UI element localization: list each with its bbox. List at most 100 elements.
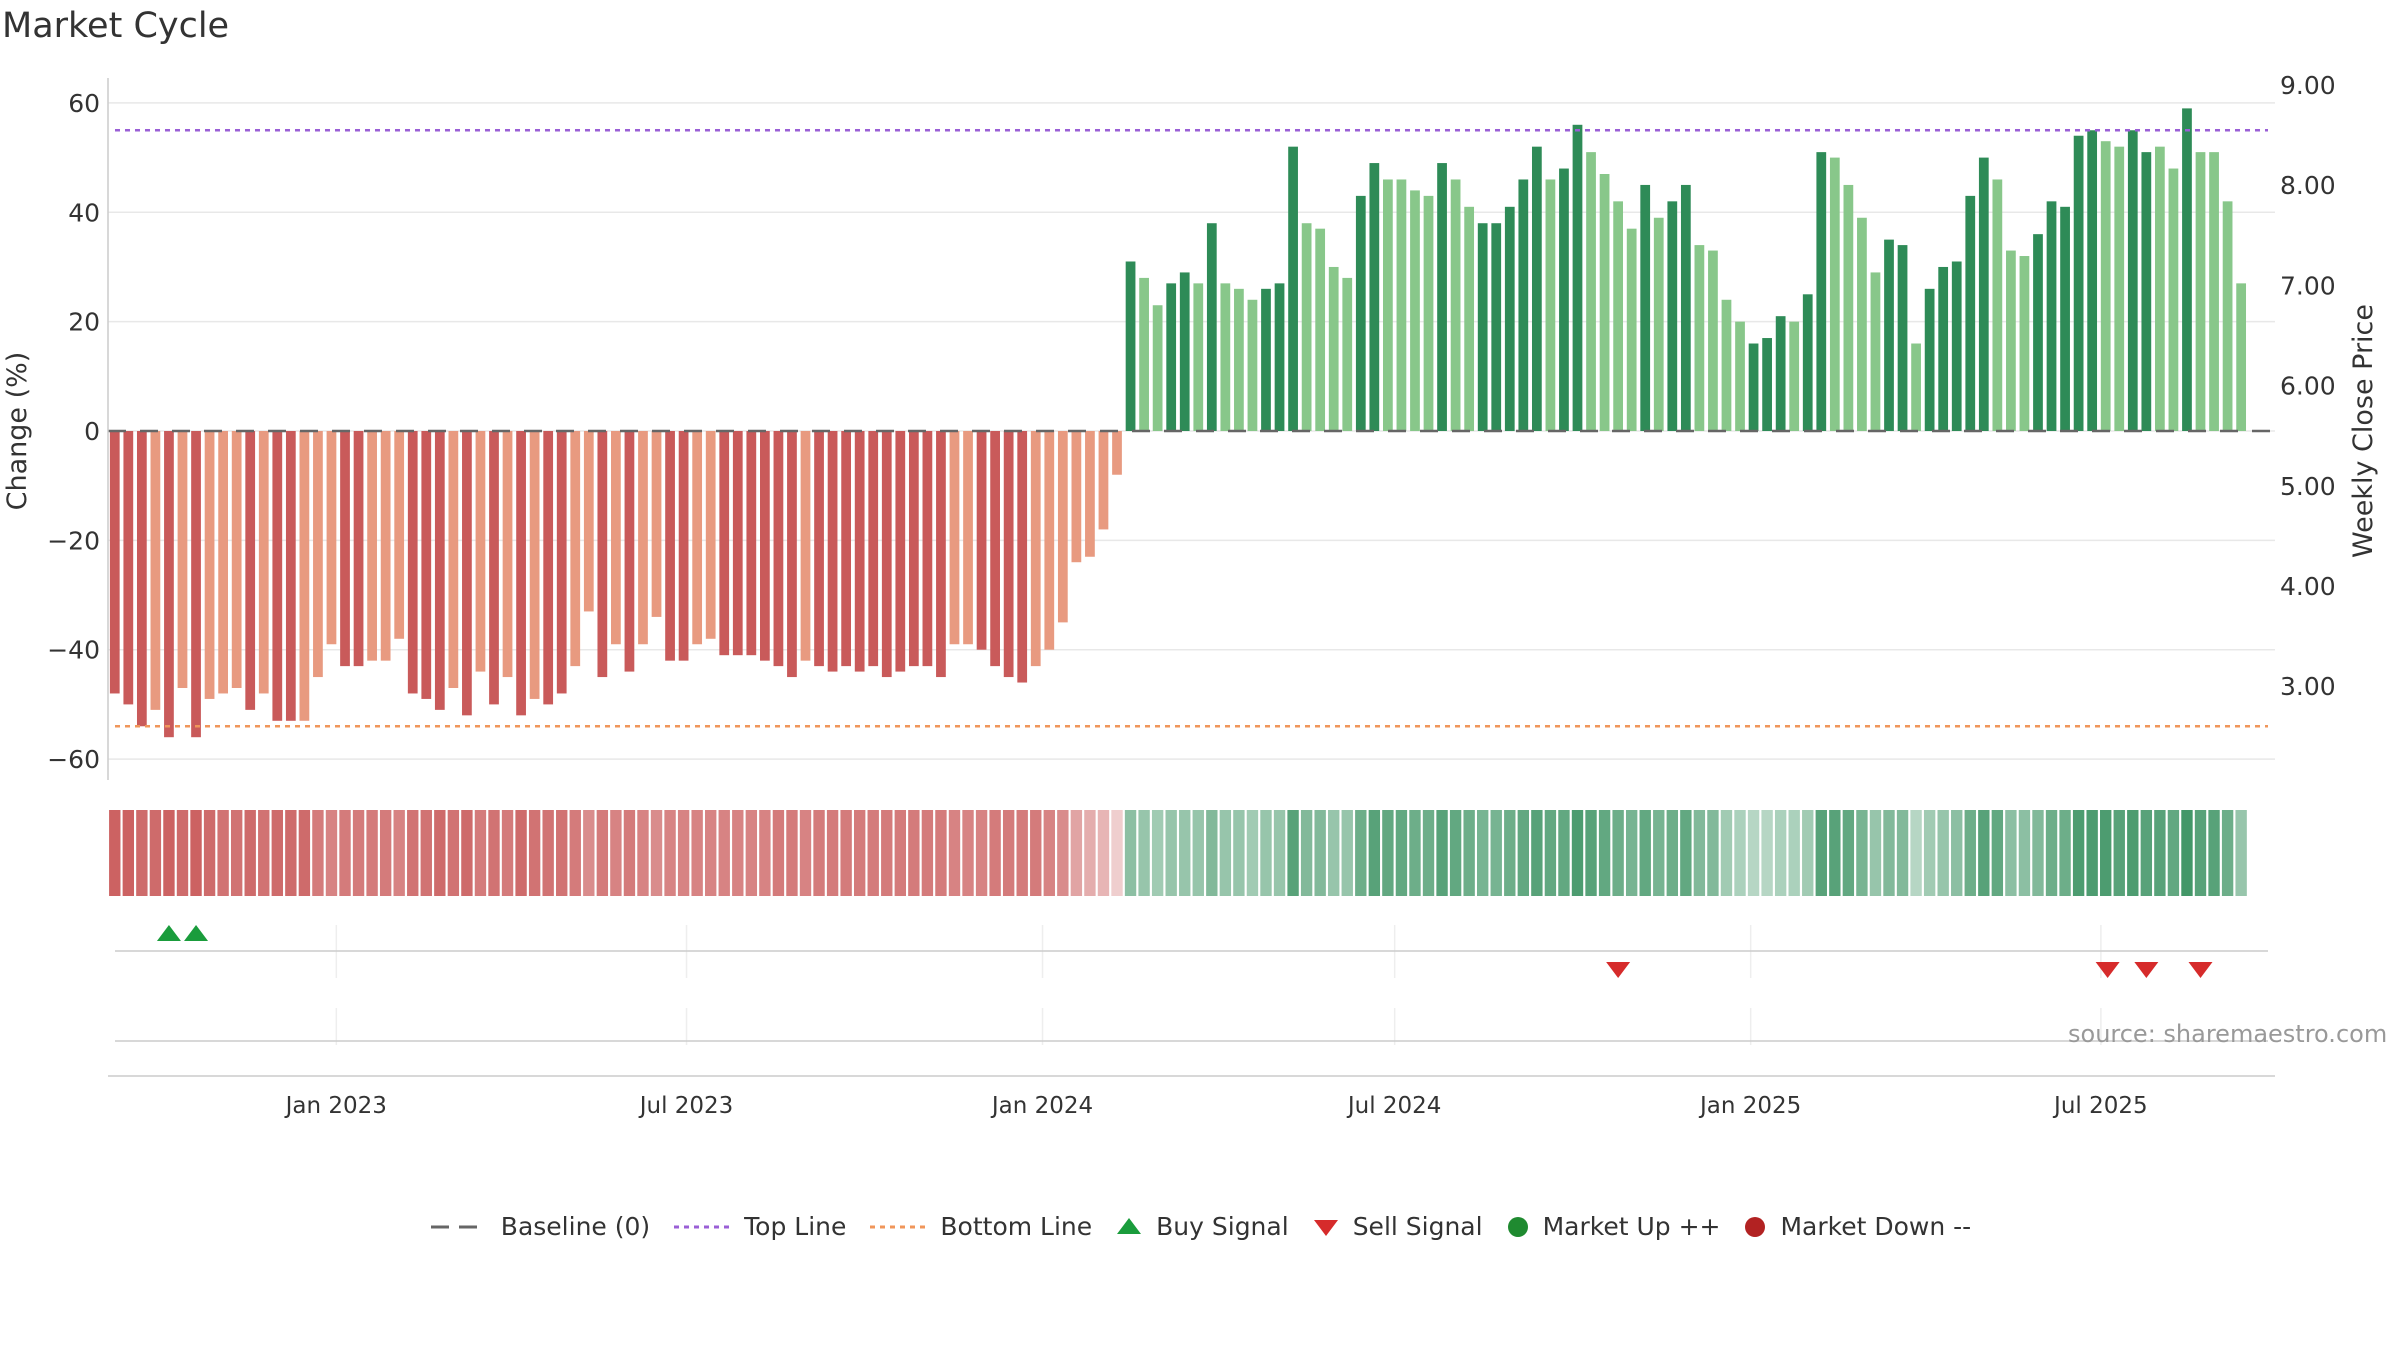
bar (1112, 431, 1122, 475)
bar (1410, 190, 1420, 431)
strip-cell (2140, 810, 2153, 896)
strip-cell (1923, 810, 1936, 896)
strip-cell (1653, 810, 1665, 896)
strip-cell (230, 810, 243, 896)
strip-cell (691, 810, 703, 896)
legend-item-market-down: Market Down -- (1742, 1212, 1971, 1241)
strip-cell (1395, 810, 1408, 896)
strip-cell (1734, 810, 1746, 896)
chart-title: Market Cycle (2, 6, 230, 46)
bar (773, 431, 784, 667)
bar (1423, 195, 1434, 431)
dotted-line-purple-icon (674, 1225, 731, 1228)
bar (502, 431, 513, 678)
strip-cell (1531, 810, 1543, 896)
strip-cell (583, 810, 595, 896)
y-tick-label: 40 (68, 198, 100, 227)
strip-cell (596, 810, 609, 896)
strip-cell (1598, 810, 1611, 896)
axes-layer: 60 40 20 0 −20 −40 −60 Change (%) 9.00 8.00 7.00 6.… (2, 71, 2379, 780)
bar (1897, 245, 1908, 431)
strip-cell (786, 810, 798, 896)
strip-cell (1206, 810, 1218, 896)
bar (1315, 228, 1326, 431)
bar (543, 431, 554, 705)
strip-cell (258, 810, 270, 896)
bar (1206, 223, 1217, 431)
strip-cell (109, 810, 121, 896)
bar (340, 431, 350, 667)
bar (1870, 272, 1881, 431)
bar (272, 431, 283, 721)
strip-cell (1869, 810, 1882, 896)
strip-cell (1436, 810, 1448, 896)
strip-cell (1246, 810, 1259, 896)
bar (109, 431, 120, 694)
strip-cell (1260, 810, 1272, 896)
bar (1938, 266, 1949, 431)
bar (1328, 266, 1339, 431)
bar (963, 431, 973, 645)
bar (1721, 299, 1732, 431)
strip-cell (1287, 810, 1299, 896)
strip-cell (1124, 810, 1137, 896)
strip-cell (1111, 810, 1123, 896)
bar (705, 431, 716, 639)
y2-tick-label: 3.00 (2280, 672, 2336, 701)
strip-cell (1328, 810, 1340, 896)
strip-cell (948, 810, 961, 896)
strip-cell (2181, 810, 2193, 896)
bar (1437, 163, 1447, 431)
bar (800, 431, 811, 661)
bar (380, 431, 391, 661)
signals-panel (115, 925, 2268, 978)
bar (2019, 256, 2030, 431)
y-axis-title: Change (%) (2, 352, 33, 511)
x-tick-label: Jul 2023 (638, 1093, 734, 1119)
bar (841, 431, 852, 667)
bar (218, 431, 228, 694)
strip-cell (1788, 810, 1800, 896)
bar (434, 431, 445, 710)
bar (1179, 272, 1190, 431)
strip-cell (962, 810, 974, 896)
strip-cell (1558, 810, 1570, 896)
bar (1030, 431, 1041, 667)
strip-cell (718, 810, 730, 896)
bar (516, 431, 526, 716)
strip-cell (1043, 810, 1055, 896)
bar (407, 431, 418, 694)
bar (191, 431, 201, 738)
strip-cell (1463, 810, 1475, 896)
bar (936, 431, 946, 678)
intensity-strip (109, 810, 2247, 896)
market-panel (115, 1008, 2268, 1045)
strip-cell (1707, 810, 1719, 896)
bar (624, 431, 635, 672)
triangle-down-icon (1313, 1219, 1338, 1236)
bar (854, 431, 865, 672)
bar (1288, 146, 1298, 431)
bar (1044, 431, 1055, 650)
bar (1559, 168, 1569, 432)
strip-cell (1477, 810, 1489, 896)
strip-cell (826, 810, 839, 896)
strip-cell (1341, 810, 1353, 896)
strip-cell (2072, 810, 2085, 896)
bar (1274, 283, 1285, 431)
strip-cell (1517, 810, 1530, 896)
buy-signal-marker (156, 925, 181, 941)
strip-cell (881, 810, 893, 896)
y2-tick-label: 4.00 (2280, 572, 2336, 601)
strip-cell (1666, 810, 1678, 896)
strip-cell (203, 810, 216, 896)
bar (1978, 157, 1989, 431)
strip-cell (908, 810, 920, 896)
strip-cell (1747, 810, 1760, 896)
bar (719, 431, 730, 656)
strip-cell (1355, 810, 1367, 896)
strip-cell (1842, 810, 1855, 896)
strip-cell (1774, 810, 1787, 896)
bar (1152, 305, 1163, 431)
